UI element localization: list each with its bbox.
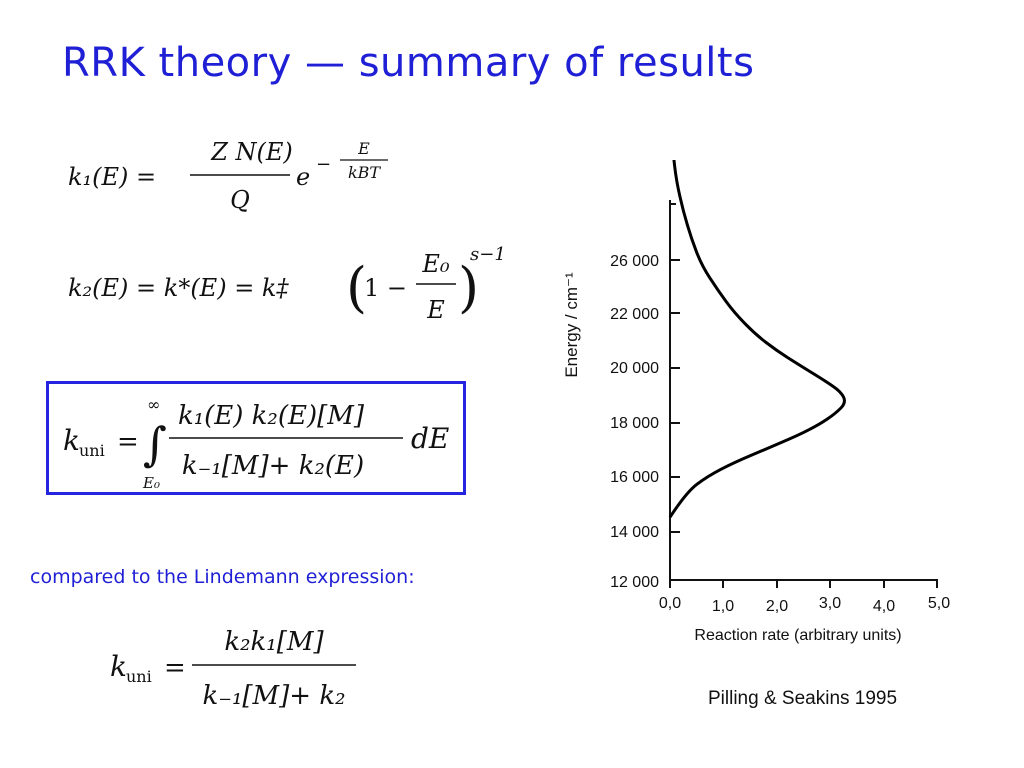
integral-upper: ∞ <box>147 395 160 414</box>
y-tick-label: 22 000 <box>610 306 659 323</box>
x-tick-labels: 0,0 1,0 2,0 3,0 4,0 5,0 <box>659 595 950 615</box>
k2-one-minus: 1 − <box>364 274 407 302</box>
rrk-kuni-box: k uni = ∫ ∞ E₀ k₁(E) k₂(E)[M] k₋₁[M]+ k₂… <box>46 381 466 495</box>
k2-power: s−1 <box>470 244 506 265</box>
k2-left-paren: ( <box>346 256 367 319</box>
k1-exp-den: kBT <box>348 163 381 182</box>
x-tick-label: 3,0 <box>819 595 841 612</box>
equation-kuni-rrk: k uni = ∫ ∞ E₀ k₁(E) k₂(E)[M] k₋₁[M]+ k₂… <box>63 395 449 492</box>
equation-kuni-lindemann: k uni = k₂k₁[M] k₋₁[M]+ k₂ <box>110 627 356 711</box>
energy-rate-chart: 12 000 14 000 16 000 18 000 20 000 22 00… <box>545 99 970 660</box>
x-tick-label: 1,0 <box>712 598 734 615</box>
series-line <box>668 99 846 519</box>
k1-exp-sign: − <box>316 154 331 175</box>
y-axis-label: Energy / cm⁻¹ <box>562 272 581 378</box>
k2-frac-den: E <box>426 296 445 324</box>
kuni-lind-equals: = <box>164 653 186 683</box>
x-ticks <box>669 580 938 588</box>
k1-lhs: k₁(E) = <box>68 163 156 191</box>
x-tick-label: 2,0 <box>766 598 788 615</box>
x-tick-label: 5,0 <box>928 595 950 612</box>
chart-svg: 12 000 14 000 16 000 18 000 20 000 22 00… <box>562 99 950 644</box>
k2-lhs: k₂(E) = k*(E) = k‡ <box>68 274 289 302</box>
x-tick-label: 4,0 <box>873 598 895 615</box>
kuni-rrk-sub: uni <box>79 441 105 460</box>
kuni-rrk-k: k <box>63 424 80 457</box>
equation-k1: k₁(E) = Z N(E) Q e − E kBT <box>68 138 388 214</box>
y-tick-label: 12 000 <box>610 574 659 591</box>
kuni-lind-k: k <box>110 650 127 683</box>
lindemann-note: compared to the Lindemann expression: <box>30 566 415 588</box>
kuni-lind-sub: uni <box>126 667 152 686</box>
source-credit: Pilling & Seakins 1995 <box>708 688 898 709</box>
equation-k2: k₂(E) = k*(E) = k‡ ( 1 − E₀ E ) s−1 <box>68 244 506 324</box>
k2-right-paren: ) <box>458 256 479 319</box>
k1-exp-base: e <box>296 163 310 191</box>
series-layer <box>668 99 846 519</box>
y-tick-label: 26 000 <box>610 253 659 270</box>
y-tick-label: 16 000 <box>610 469 659 486</box>
kuni-rrk-equals: = <box>117 427 139 457</box>
y-tick-labels: 12 000 14 000 16 000 18 000 20 000 22 00… <box>610 253 659 591</box>
kuni-rrk-numerator: k₁(E) k₂(E)[M] <box>178 401 365 431</box>
k1-denominator: Q <box>230 186 250 214</box>
y-tick-label: 18 000 <box>610 415 659 432</box>
k1-exp-num: E <box>357 139 370 158</box>
integral-lower: E₀ <box>142 474 160 492</box>
y-tick-label: 14 000 <box>610 524 659 541</box>
kuni-rrk-denominator: k₋₁[M]+ k₂(E) <box>182 451 364 481</box>
k2-frac-num: E₀ <box>421 250 450 278</box>
y-tick-label: 20 000 <box>610 360 659 377</box>
slide-title: RRK theory — summary of results <box>62 40 755 86</box>
k1-numerator: Z N(E) <box>210 138 293 166</box>
kuni-lind-denominator: k₋₁[M]+ k₂ <box>202 681 345 711</box>
kuni-rrk-differential: dE <box>411 422 449 455</box>
x-axis-label: Reaction rate (arbitrary units) <box>694 627 901 644</box>
y-ticks <box>670 203 680 581</box>
integral-sign: ∫ <box>143 417 167 471</box>
x-tick-label: 0,0 <box>659 595 681 612</box>
kuni-lind-numerator: k₂k₁[M] <box>224 627 324 657</box>
